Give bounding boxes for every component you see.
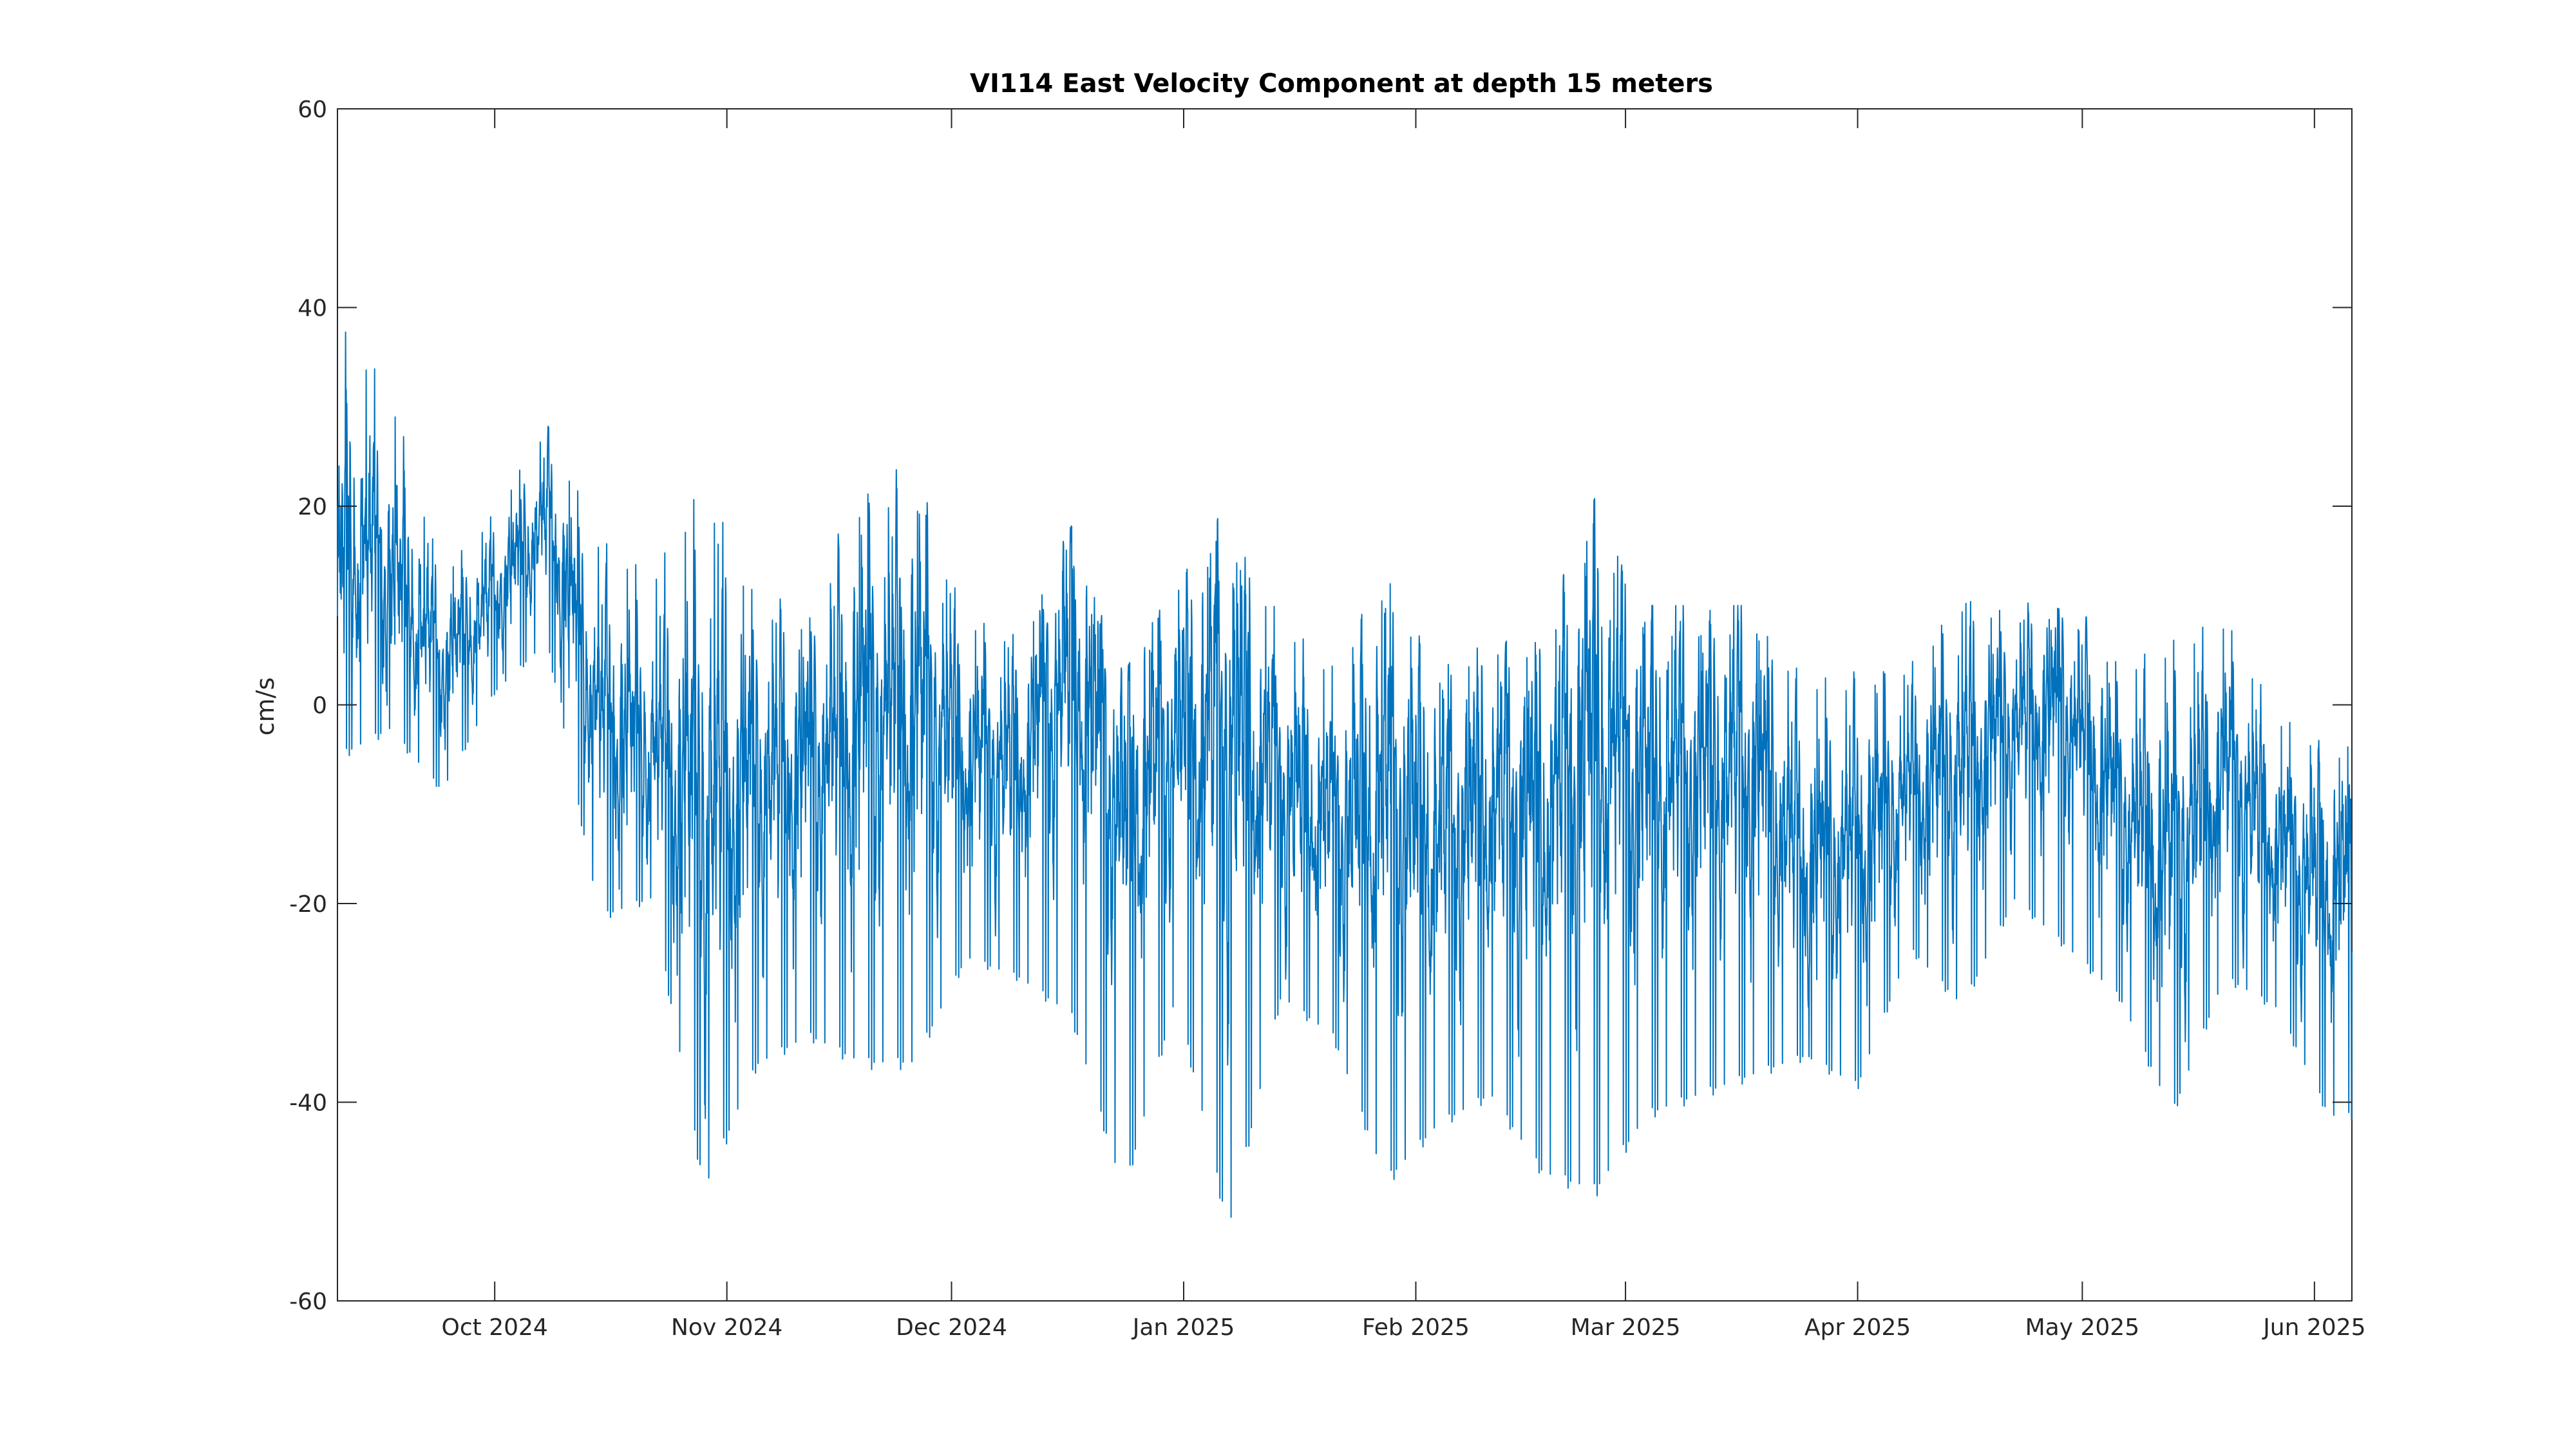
x-tick-label: Dec 2024: [896, 1314, 1007, 1341]
y-axis-label: cm/s: [251, 677, 279, 736]
y-tick-label: -40: [289, 1090, 327, 1117]
series-group: [337, 331, 2353, 1218]
y-tick-label: 0: [312, 693, 327, 719]
y-tick-label: -20: [289, 891, 327, 918]
x-tick-label: Jan 2025: [1132, 1314, 1235, 1341]
y-tick-label: 40: [298, 296, 327, 322]
x-tick-label: Mar 2025: [1571, 1314, 1681, 1341]
plot-area: 60 40 20 0 -20 -40 -60 Oct 2024 Nov 2024 Dec 202…: [289, 97, 2365, 1341]
x-tick-label: Oct 2024: [442, 1314, 548, 1341]
y-tick-label: -60: [289, 1289, 327, 1315]
x-tick-label: Apr 2025: [1804, 1314, 1911, 1341]
chart-title: VI114 East Velocity Component at depth 1…: [970, 69, 1713, 99]
x-axis-ticks: Oct 2024 Nov 2024 Dec 2024 Jan 2025 Feb 2025…: [442, 109, 2366, 1341]
series-line: [337, 331, 2353, 1218]
x-tick-label: Jun 2025: [2262, 1314, 2365, 1341]
y-tick-label: 20: [298, 494, 327, 520]
y-tick-label: 60: [298, 97, 327, 123]
x-tick-label: Nov 2024: [671, 1314, 782, 1341]
x-tick-label: May 2025: [2025, 1314, 2140, 1341]
x-tick-label: Feb 2025: [1362, 1314, 1470, 1341]
y-axis-ticks: 60 40 20 0 -20 -40 -60: [289, 97, 2352, 1315]
